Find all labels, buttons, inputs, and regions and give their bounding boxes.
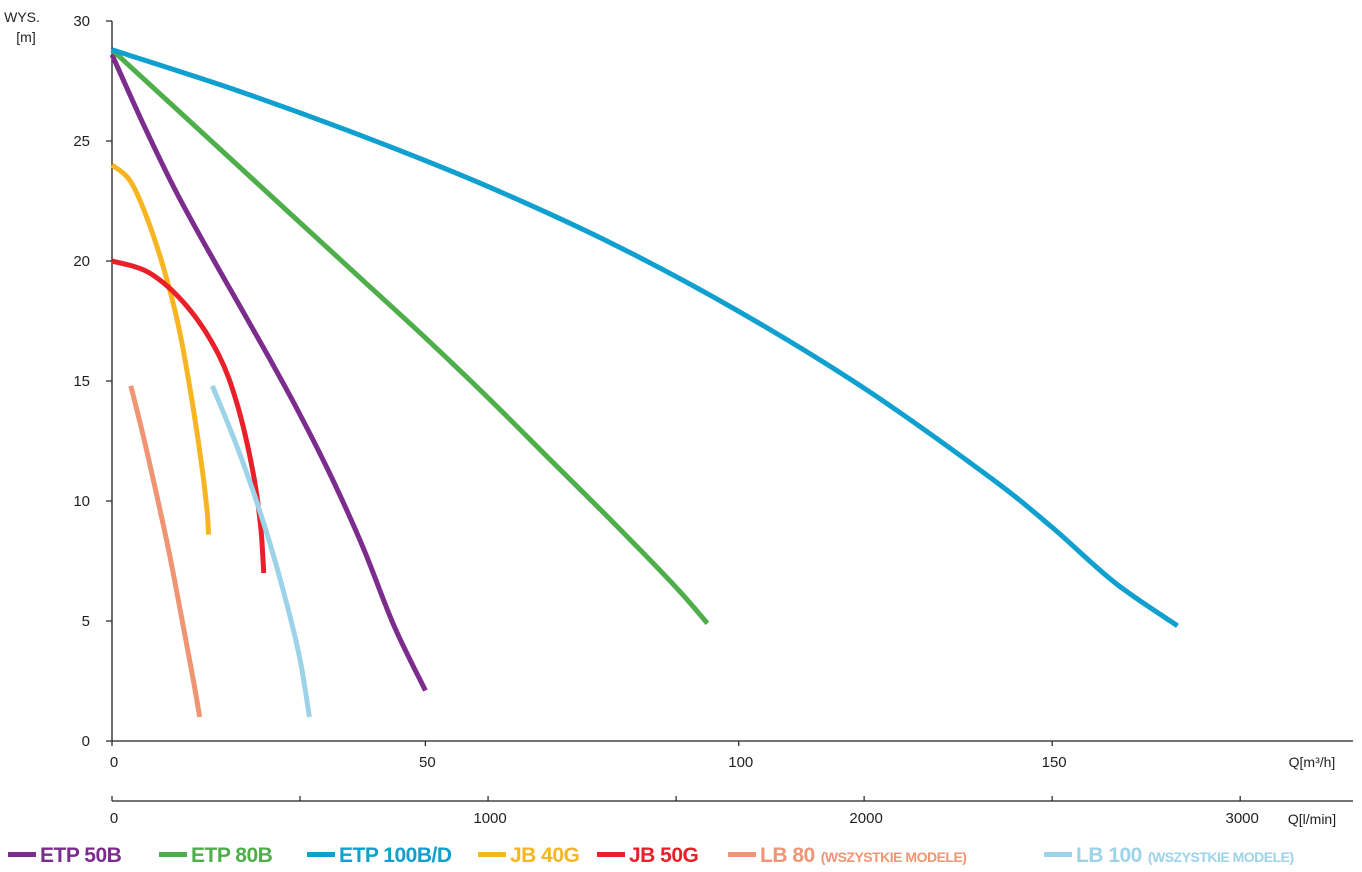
y-axis-title-line: [m] [16,29,35,45]
series-line-lb80 [128,385,203,718]
legend-label-etp80b: ETP 80B [191,844,273,867]
x2-tick-label: 3000 [1225,810,1258,827]
legend-swatch-lb100 [1044,852,1072,857]
x2-axis-title: Q[l/min] [1288,811,1336,827]
legend-label-lb80: LB 80 (WSZYSTKIE MODELE) [760,844,966,867]
legend: ETP 50B ETP 80B ETP 100B/D JB 40G JB 50G LB 8… [8,844,1294,867]
y-tick-label: 20 [73,253,90,270]
x-tick-label: 150 [1042,754,1067,771]
series-line-lb100 [209,384,312,718]
legend-label-lb100: LB 100 (WSZYSTKIE MODELE) [1076,844,1294,867]
series-line-etp100bd [111,47,1179,628]
legend-swatch-lb80 [728,852,756,857]
legend-label-jb50g: JB 50G [629,844,699,867]
series-line-etp80b [110,47,710,626]
legend-swatch-jb50g [597,852,625,857]
series-line-etp50b [109,53,428,692]
x-tick-label: 0 [110,754,118,771]
y-tick-label: 5 [82,613,90,630]
series-curves [109,47,1179,718]
y-tick-label: 10 [73,493,90,510]
y-tick-label: 0 [82,733,90,750]
y-tick-label: 30 [73,13,90,30]
x-tick-label: 100 [728,754,753,771]
axes: 0 5 10 15 20 25 30 0 50 100 150 0 1000 2000 3000 WYS. [m… [4,9,1353,827]
y-axis-title-line: WYS. [4,9,40,25]
series-line-jb40g [110,163,211,535]
x2-tick-label: 1000 [473,810,506,827]
legend-note-lb80: (WSZYSTKIE MODELE) [821,849,967,865]
x-tick-label: 50 [419,754,436,771]
x-axis-title: Q[m³/h] [1289,754,1336,770]
legend-note-lb100: (WSZYSTKIE MODELE) [1148,849,1294,865]
y-tick-label: 25 [73,133,90,150]
legend-swatch-etp50b [8,852,36,857]
series-line-jb50g [111,258,267,574]
y-axis-title: WYS. [m] [4,9,40,45]
legend-label-jb40g: JB 40G [510,844,580,867]
legend-swatch-etp100bd [307,852,335,857]
legend-label-etp50b: ETP 50B [40,844,122,867]
legend-label-etp100bd: ETP 100B/D [339,844,452,867]
legend-swatch-jb40g [478,852,506,857]
x2-tick-label: 2000 [849,810,882,827]
y-tick-label: 15 [73,373,90,390]
x2-tick-label: 0 [110,810,118,827]
legend-swatch-etp80b [159,852,187,857]
